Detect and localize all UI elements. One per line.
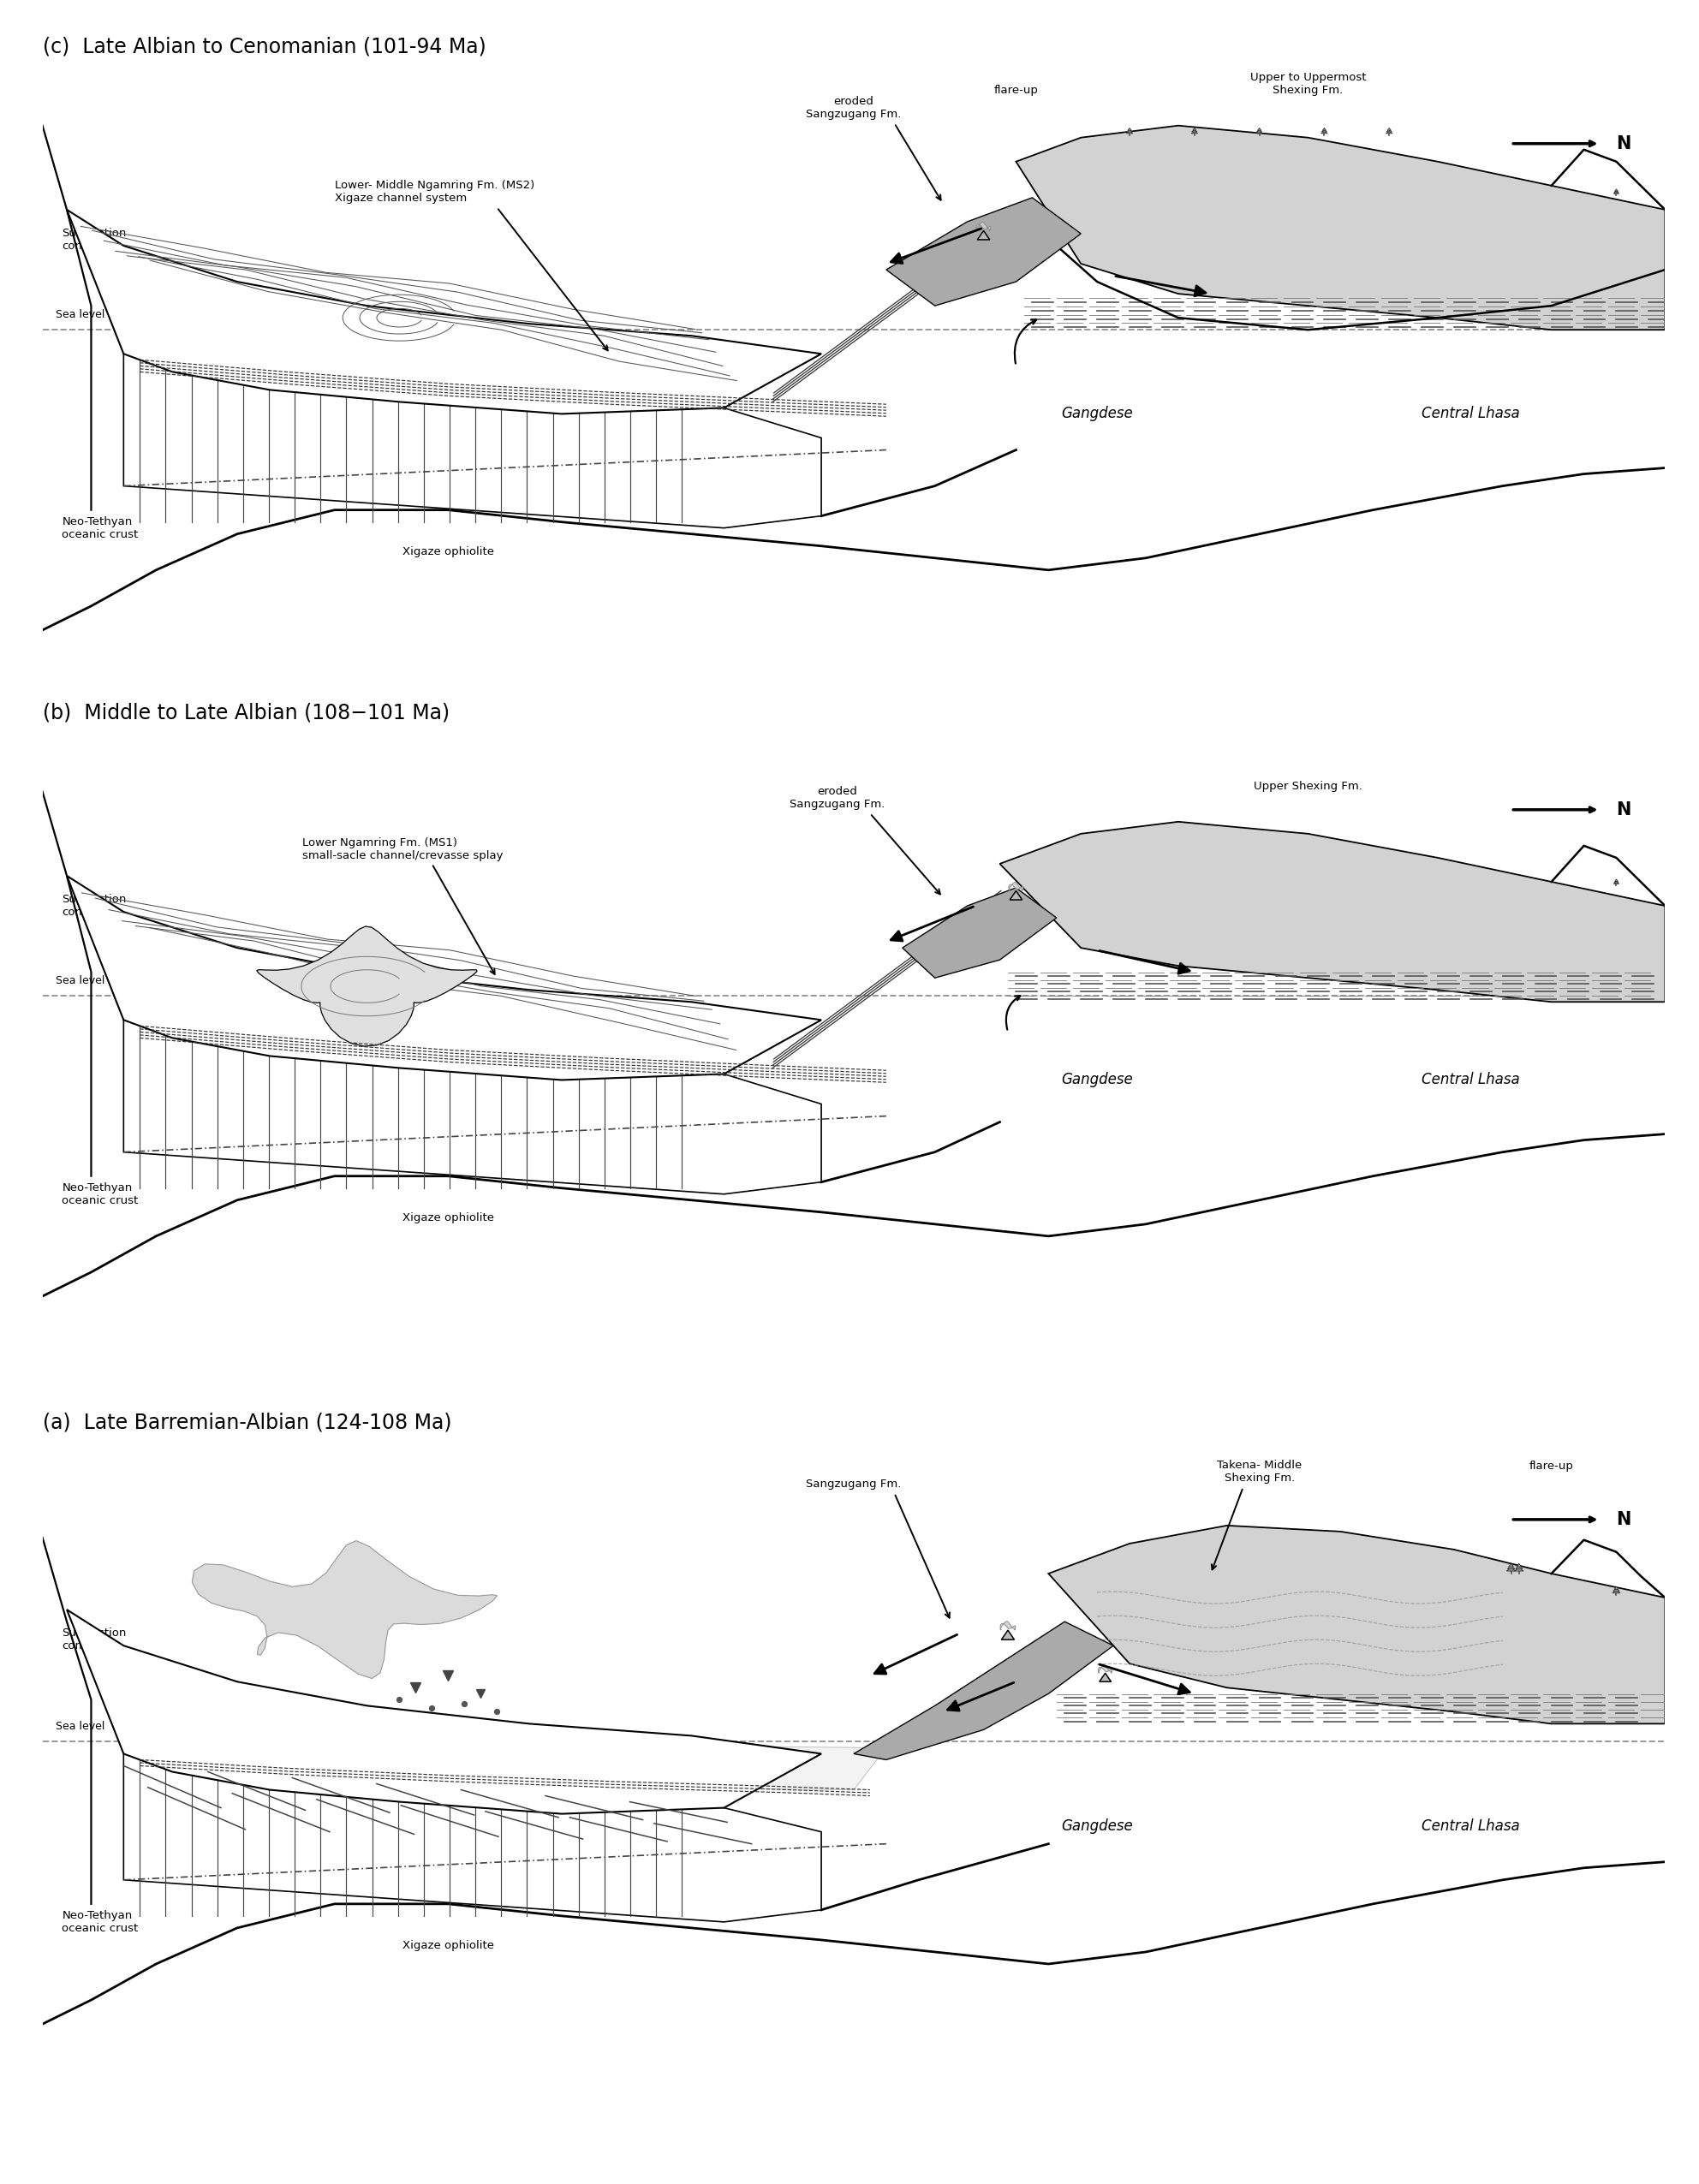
Polygon shape xyxy=(1016,124,1665,330)
Text: Upper to Uppermost
Shexing Fm.: Upper to Uppermost Shexing Fm. xyxy=(1250,72,1366,96)
Text: N: N xyxy=(1616,1511,1631,1529)
Text: Subduction
complex: Subduction complex xyxy=(61,227,126,251)
Polygon shape xyxy=(1098,1664,1113,1673)
Polygon shape xyxy=(192,1540,498,1679)
Polygon shape xyxy=(1322,129,1327,131)
Text: ash fall: ash fall xyxy=(384,1714,425,1725)
Polygon shape xyxy=(1322,129,1327,131)
Polygon shape xyxy=(855,1621,1113,1760)
Polygon shape xyxy=(1322,131,1327,133)
Text: Central Lhasa: Central Lhasa xyxy=(1420,1817,1519,1835)
Text: (a)  Late Barremian-Albian (124-108 Ma): (a) Late Barremian-Albian (124-108 Ma) xyxy=(42,1413,452,1433)
Text: Sea level: Sea level xyxy=(56,1721,105,1732)
Polygon shape xyxy=(1516,1566,1522,1568)
Polygon shape xyxy=(66,210,821,415)
Polygon shape xyxy=(1128,129,1132,131)
Polygon shape xyxy=(1509,1564,1514,1566)
Polygon shape xyxy=(977,232,991,240)
Text: (c)  Late Albian to Cenomanian (101-94 Ma): (c) Late Albian to Cenomanian (101-94 Ma… xyxy=(42,37,486,57)
Polygon shape xyxy=(1507,1566,1516,1568)
Polygon shape xyxy=(66,876,821,1079)
Text: Central Lhasa: Central Lhasa xyxy=(1420,406,1519,422)
Text: Neo-Tethyan
oceanic crust: Neo-Tethyan oceanic crust xyxy=(61,515,138,539)
Text: Lower- Middle Ngamring Fm. (MS2)
Xigaze channel system: Lower- Middle Ngamring Fm. (MS2) Xigaze … xyxy=(335,179,533,203)
Polygon shape xyxy=(1048,1524,1665,1723)
Text: Upper Shexing Fm.: Upper Shexing Fm. xyxy=(1254,780,1363,791)
Text: Xigaze ophiolite: Xigaze ophiolite xyxy=(403,1939,494,1950)
Polygon shape xyxy=(1256,131,1262,133)
Polygon shape xyxy=(1001,1629,1014,1640)
Text: Takena- Middle
Shexing Fm.: Takena- Middle Shexing Fm. xyxy=(1216,1459,1301,1483)
Polygon shape xyxy=(902,887,1057,978)
Text: eroded
Sangzugang Fm.: eroded Sangzugang Fm. xyxy=(805,96,902,120)
Text: Lower Ngamring Fm. (MS1)
small-sacle channel/crevasse splay: Lower Ngamring Fm. (MS1) small-sacle cha… xyxy=(302,836,503,860)
Text: Chongdui Fm.: Chongdui Fm. xyxy=(489,1808,569,1819)
Polygon shape xyxy=(1507,1568,1516,1570)
Text: flare-up: flare-up xyxy=(994,85,1038,96)
Text: Neo-Tethyan
oceanic crust: Neo-Tethyan oceanic crust xyxy=(61,1909,138,1933)
Polygon shape xyxy=(1099,1673,1111,1682)
Text: Gangdese: Gangdese xyxy=(1062,1817,1133,1835)
Polygon shape xyxy=(124,1747,821,1922)
Polygon shape xyxy=(124,1020,821,1195)
Polygon shape xyxy=(1257,129,1261,131)
Text: Gangdese: Gangdese xyxy=(1062,406,1133,422)
Polygon shape xyxy=(1388,129,1391,131)
Text: Subduction
complex: Subduction complex xyxy=(61,1627,126,1651)
Polygon shape xyxy=(66,1610,821,1813)
Polygon shape xyxy=(999,821,1665,1002)
Text: Sea level: Sea level xyxy=(56,976,105,987)
Polygon shape xyxy=(1009,891,1023,900)
Polygon shape xyxy=(257,926,477,1046)
Polygon shape xyxy=(887,197,1081,306)
Polygon shape xyxy=(1517,1564,1522,1566)
Polygon shape xyxy=(1193,129,1198,131)
Polygon shape xyxy=(1614,1588,1619,1592)
Point xyxy=(483,1695,510,1730)
Text: flare-up: flare-up xyxy=(1529,1461,1573,1472)
Polygon shape xyxy=(1514,1568,1524,1570)
Text: Sangzugang Fm.: Sangzugang Fm. xyxy=(805,1479,902,1489)
Text: N: N xyxy=(1616,135,1631,153)
Text: Sea level: Sea level xyxy=(56,310,105,321)
Polygon shape xyxy=(1001,1621,1016,1629)
Point xyxy=(386,1682,413,1717)
Polygon shape xyxy=(1126,129,1132,131)
Text: N: N xyxy=(1616,802,1631,819)
Text: Xigaze ophiolite: Xigaze ophiolite xyxy=(403,1212,494,1223)
Text: Subduction
complex: Subduction complex xyxy=(61,893,126,917)
Polygon shape xyxy=(1191,131,1198,133)
Text: Central Lhasa: Central Lhasa xyxy=(1420,1072,1519,1088)
Polygon shape xyxy=(1126,131,1133,133)
Polygon shape xyxy=(1386,129,1391,131)
Text: Neo-Tethyan
oceanic crust: Neo-Tethyan oceanic crust xyxy=(61,1182,138,1206)
Polygon shape xyxy=(124,354,821,529)
Polygon shape xyxy=(204,1743,887,1791)
Text: Xigaze ophiolite: Xigaze ophiolite xyxy=(403,546,494,557)
Polygon shape xyxy=(1193,129,1196,131)
Polygon shape xyxy=(1386,131,1393,133)
Point xyxy=(450,1686,477,1721)
Polygon shape xyxy=(1009,882,1023,891)
Text: eroded
Sangzugang Fm.: eroded Sangzugang Fm. xyxy=(790,786,885,810)
Point xyxy=(418,1690,445,1725)
Polygon shape xyxy=(1614,1586,1619,1590)
Polygon shape xyxy=(977,223,991,232)
Text: Gangdese: Gangdese xyxy=(1062,1072,1133,1088)
Polygon shape xyxy=(1257,129,1262,131)
Text: (b)  Middle to Late Albian (108−101 Ma): (b) Middle to Late Albian (108−101 Ma) xyxy=(42,703,449,723)
Polygon shape xyxy=(1612,1590,1621,1592)
